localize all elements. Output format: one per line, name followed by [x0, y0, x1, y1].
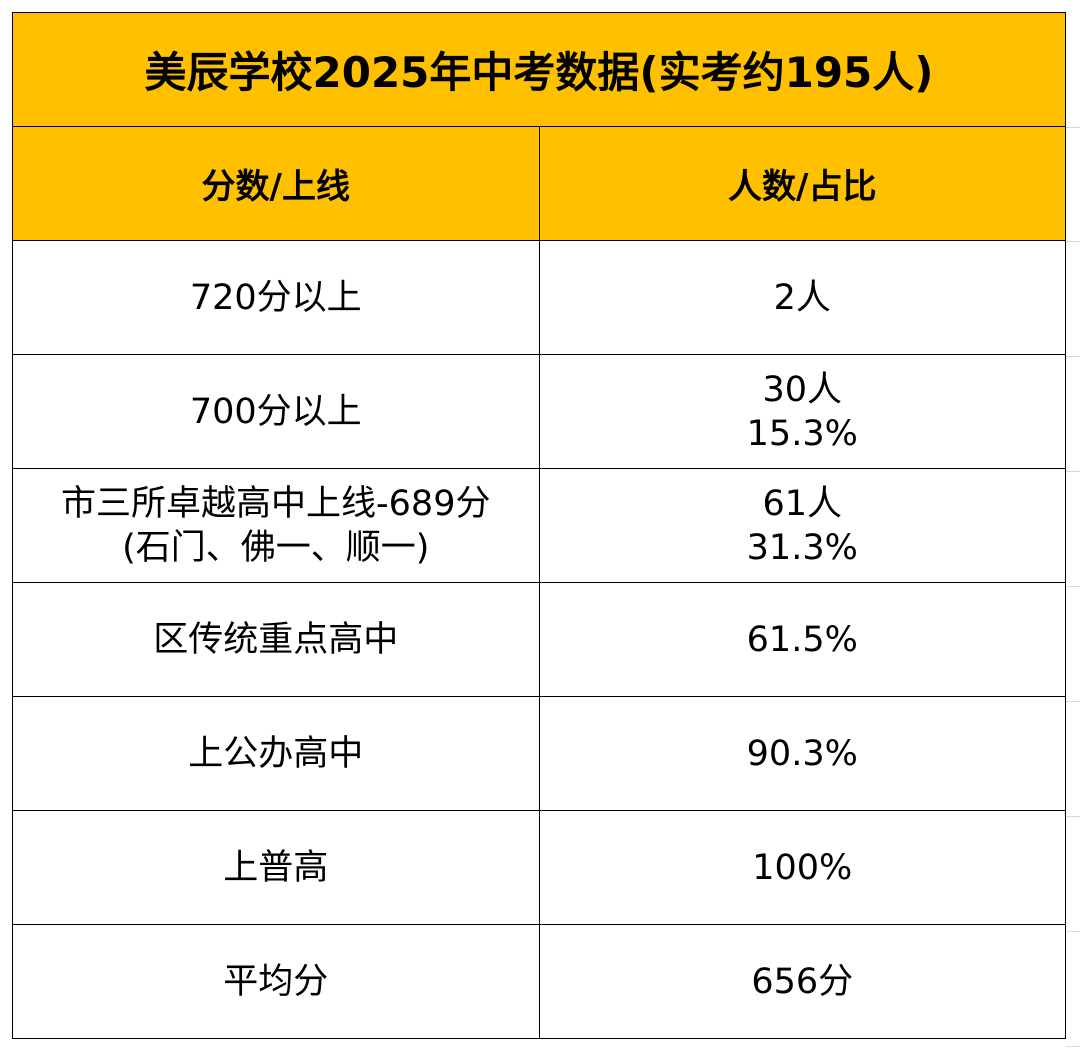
cell: 720分以上	[12, 240, 540, 355]
table: 美辰学校2025年中考数据(实考约195人) 分数/上线 人数/占比 720分以上 2人…	[12, 12, 1066, 1039]
cell: 656分	[538, 924, 1066, 1039]
cell: 平均分	[12, 924, 540, 1039]
cell: 100%	[538, 810, 1066, 925]
header-cell: 人数/占比	[538, 126, 1066, 241]
cell: 61人 31.3%	[538, 468, 1066, 583]
cell-line: 31.3%	[746, 527, 858, 568]
cell: 90.3%	[538, 696, 1066, 811]
cell-line: 市三所卓越高中上线-689分	[61, 483, 491, 524]
cell-line: 100%	[752, 847, 853, 888]
cell: 上普高	[12, 810, 540, 925]
data-row: 市三所卓越高中上线-689分 (石门、佛一、顺一) 61人 31.3%	[12, 468, 1066, 583]
cell-line: 上普高	[223, 847, 329, 888]
header-row: 分数/上线 人数/占比	[12, 126, 1066, 241]
header-cell: 分数/上线	[12, 126, 540, 241]
cell-line: 15.3%	[746, 413, 858, 454]
cell: 700分以上	[12, 354, 540, 469]
cell-line: 区传统重点高中	[153, 619, 399, 660]
cell-line: 2人	[773, 277, 831, 318]
data-row: 700分以上 30人 15.3%	[12, 354, 1066, 469]
sheet-gridline	[1066, 1046, 1080, 1047]
sheet-gridline	[1066, 241, 1080, 242]
cell: 市三所卓越高中上线-689分 (石门、佛一、顺一)	[12, 468, 540, 583]
data-row: 上普高 100%	[12, 810, 1066, 925]
sheet-gridline	[1066, 356, 1080, 357]
data-row: 区传统重点高中 61.5%	[12, 582, 1066, 697]
sheet-gridline	[1066, 127, 1080, 128]
cell-line: 上公办高中	[188, 733, 364, 774]
title: 美辰学校2025年中考数据(实考约195人)	[12, 12, 1066, 127]
cell-line: 61人	[762, 483, 843, 524]
sheet: 美辰学校2025年中考数据(实考约195人) 分数/上线 人数/占比 720分以上 2人…	[12, 12, 1066, 1039]
cell: 30人 15.3%	[538, 354, 1066, 469]
cell-line: 30人	[762, 369, 843, 410]
cell: 2人	[538, 240, 1066, 355]
cell-line: 90.3%	[746, 733, 858, 774]
data-row: 720分以上 2人	[12, 240, 1066, 355]
sheet-gridline	[1066, 701, 1080, 702]
data-row: 上公办高中 90.3%	[12, 696, 1066, 811]
sheet-gridline	[1066, 816, 1080, 817]
title-row: 美辰学校2025年中考数据(实考约195人)	[12, 12, 1066, 127]
cell: 区传统重点高中	[12, 582, 540, 697]
cell-line: (石门、佛一、顺一)	[122, 527, 430, 568]
cell: 上公办高中	[12, 696, 540, 811]
sheet-gridline	[1066, 471, 1080, 472]
data-row: 平均分 656分	[12, 924, 1066, 1039]
cell-line: 700分以上	[189, 391, 362, 432]
sheet-gridline	[1066, 931, 1080, 932]
cell: 61.5%	[538, 582, 1066, 697]
cell-line: 61.5%	[746, 619, 858, 660]
cell-line: 656分	[751, 961, 854, 1002]
cell-line: 720分以上	[189, 277, 362, 318]
sheet-gridline	[1066, 586, 1080, 587]
cell-line: 平均分	[223, 961, 329, 1002]
